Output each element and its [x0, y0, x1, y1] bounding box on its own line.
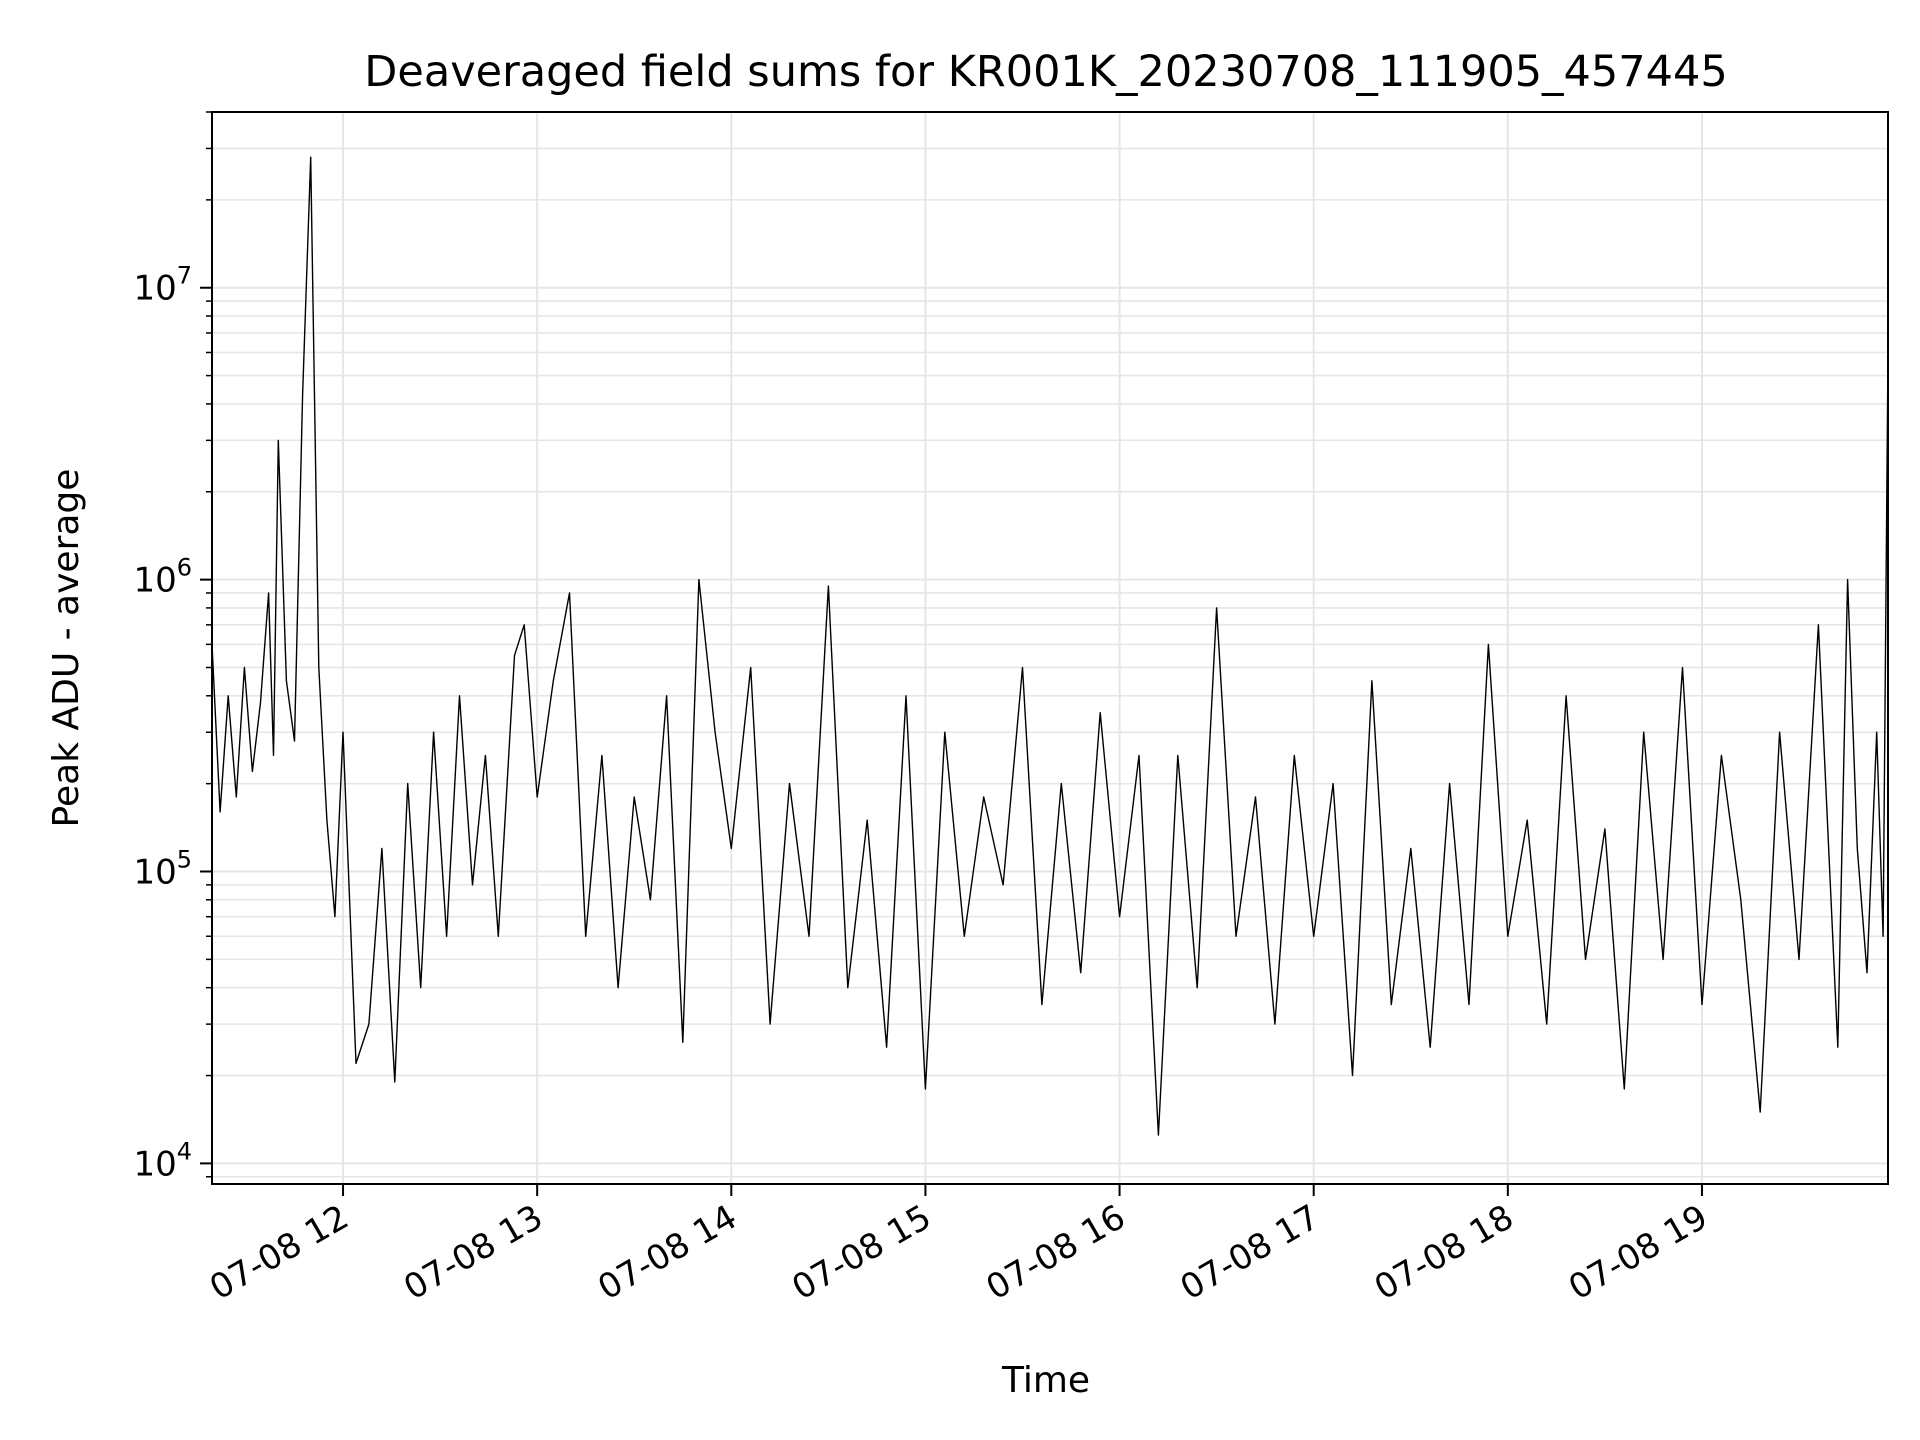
x-tick-label: 07-08 17 — [1174, 1197, 1326, 1308]
y-tick-label: 107 — [133, 262, 192, 309]
y-tick-label: 104 — [133, 1137, 192, 1184]
x-tick-label: 07-08 15 — [786, 1197, 938, 1308]
series-group — [211, 156, 1889, 1136]
grid-lines — [212, 111, 1888, 1184]
x-axis: 07-08 12 07-08 13 07-08 14 07-08 15 07-08 16… — [203, 1184, 1714, 1308]
chart-title: Deaveraged field sums for KR001K_2023070… — [364, 47, 1727, 97]
x-tick-label: 07-08 19 — [1562, 1197, 1714, 1308]
y-tick-label: 105 — [133, 846, 192, 893]
x-tick-label: 07-08 14 — [591, 1197, 743, 1308]
plot-frame — [211, 111, 1889, 1185]
x-tick-label: 07-08 13 — [397, 1197, 549, 1308]
y-axis: 104 105 106 107 — [133, 111, 212, 1184]
y-axis-label: Peak ADU - average — [46, 469, 87, 828]
y-tick-label: 106 — [133, 554, 192, 601]
series-line — [211, 156, 1889, 1136]
x-tick-label: 07-08 18 — [1368, 1197, 1520, 1308]
x-tick-label: 07-08 12 — [203, 1197, 355, 1308]
x-axis-label: Time — [1001, 1360, 1090, 1401]
x-tick-label: 07-08 16 — [980, 1197, 1132, 1308]
